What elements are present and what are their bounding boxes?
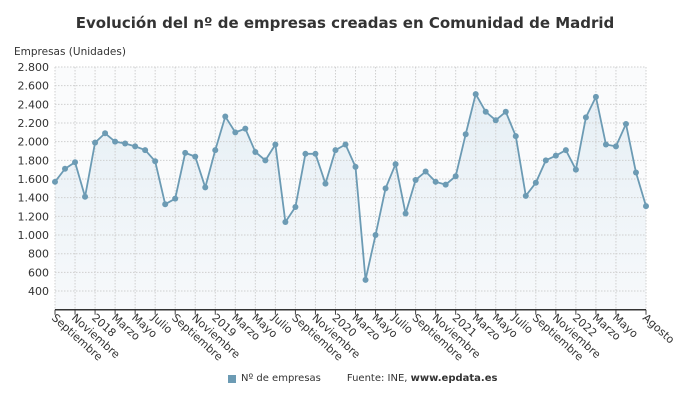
- y-tick-label: 1.200: [18, 210, 50, 223]
- data-point: [432, 178, 439, 185]
- data-point: [382, 185, 389, 192]
- data-point: [502, 108, 509, 115]
- y-tick-label: 2.400: [18, 98, 50, 111]
- data-point: [122, 140, 129, 147]
- data-point: [192, 153, 199, 160]
- data-point: [532, 179, 539, 186]
- data-point: [92, 139, 99, 146]
- y-tick-label: 2.000: [18, 136, 50, 149]
- data-point: [422, 168, 429, 175]
- y-tick-label: 1.800: [18, 154, 50, 167]
- x-tick-label: Agosto: [640, 311, 677, 346]
- data-point: [132, 143, 139, 150]
- data-point: [572, 166, 579, 173]
- legend: Nº de empresas Fuente: INE, www.epdata.e…: [228, 373, 497, 384]
- data-point: [82, 193, 89, 200]
- y-tick-label: 600: [28, 266, 49, 279]
- data-point: [452, 173, 459, 180]
- data-point: [292, 204, 299, 211]
- data-point: [352, 163, 359, 170]
- y-tick-label: 2.600: [18, 80, 50, 93]
- data-point: [462, 131, 469, 138]
- legend-swatch: [228, 374, 236, 383]
- source-note: Fuente: INE, www.epdata.es: [347, 373, 498, 384]
- data-point: [332, 147, 339, 154]
- chart-title: Evolución del nº de empresas creadas en …: [75, 14, 615, 32]
- data-point: [142, 147, 149, 154]
- data-point: [212, 147, 219, 154]
- data-point: [472, 91, 479, 98]
- data-point: [412, 176, 419, 183]
- y-tick-label: 2.800: [18, 61, 50, 74]
- area-fill: [55, 94, 646, 310]
- data-point: [622, 120, 629, 127]
- data-point: [542, 157, 549, 164]
- y-axis-label: Empresas (Unidades): [14, 46, 126, 58]
- data-point: [592, 93, 599, 100]
- data-point: [602, 141, 609, 148]
- y-tick-label: 400: [28, 285, 49, 298]
- data-point: [282, 218, 289, 225]
- data-point: [643, 203, 649, 210]
- data-point: [322, 180, 329, 187]
- data-point: [372, 232, 379, 239]
- data-point: [62, 165, 69, 172]
- data-point: [632, 169, 639, 176]
- data-point: [582, 114, 589, 121]
- data-point: [402, 210, 409, 217]
- data-point: [272, 141, 279, 148]
- data-point: [512, 133, 519, 140]
- legend-series-label: Nº de empresas: [241, 373, 321, 384]
- data-point: [442, 181, 449, 188]
- data-point: [552, 152, 559, 159]
- data-point: [222, 113, 229, 120]
- data-point: [152, 158, 159, 165]
- source-prefix: Fuente: INE,: [346, 373, 408, 384]
- y-tick-label: 1.600: [18, 173, 50, 186]
- data-point: [522, 192, 529, 199]
- data-point: [52, 178, 58, 185]
- data-point: [102, 130, 109, 137]
- data-point: [182, 149, 189, 156]
- data-point: [262, 157, 269, 164]
- data-point: [302, 150, 309, 157]
- data-point: [562, 147, 569, 154]
- data-point: [482, 108, 489, 115]
- data-point: [612, 143, 619, 150]
- source-site: www.epdata.es: [410, 373, 498, 384]
- data-point: [362, 276, 369, 283]
- y-tick-label: 800: [28, 248, 49, 261]
- data-point: [312, 150, 319, 157]
- data-point: [72, 159, 79, 166]
- data-point: [232, 129, 239, 136]
- y-tick-label: 2.200: [18, 117, 50, 130]
- data-point: [392, 161, 399, 168]
- y-tick-label: 1.400: [18, 192, 50, 205]
- data-point: [342, 141, 349, 148]
- data-point: [492, 117, 499, 124]
- data-point: [172, 195, 179, 202]
- data-point: [112, 138, 119, 145]
- data-point: [202, 184, 209, 191]
- data-point: [242, 125, 249, 132]
- y-tick-label: 1.000: [18, 229, 50, 242]
- data-point: [252, 148, 259, 155]
- data-point: [162, 201, 169, 208]
